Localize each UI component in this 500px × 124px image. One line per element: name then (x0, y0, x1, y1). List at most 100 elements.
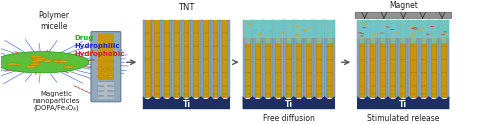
Circle shape (7, 63, 18, 65)
Circle shape (411, 34, 414, 35)
Circle shape (445, 93, 447, 94)
Circle shape (270, 35, 274, 36)
Bar (427, 20, 429, 98)
Circle shape (398, 25, 401, 26)
FancyBboxPatch shape (91, 32, 121, 102)
Circle shape (430, 33, 434, 34)
Circle shape (174, 59, 176, 60)
Circle shape (418, 30, 421, 31)
Bar (192, 20, 193, 98)
Circle shape (299, 72, 302, 73)
Circle shape (184, 93, 186, 94)
Text: Magnet: Magnet (389, 1, 418, 10)
Circle shape (270, 29, 274, 30)
Circle shape (206, 93, 208, 94)
Circle shape (196, 93, 198, 94)
Circle shape (278, 59, 281, 60)
Bar (296, 20, 302, 98)
Circle shape (54, 60, 64, 63)
Circle shape (203, 59, 205, 60)
Circle shape (216, 93, 218, 94)
Circle shape (246, 23, 250, 24)
Circle shape (266, 93, 268, 94)
Circle shape (186, 59, 189, 60)
Bar (386, 20, 388, 98)
Circle shape (310, 93, 312, 94)
Circle shape (384, 31, 387, 32)
Circle shape (410, 93, 413, 94)
Circle shape (300, 93, 302, 94)
Circle shape (384, 29, 388, 30)
Bar (212, 20, 218, 98)
Circle shape (442, 59, 444, 60)
Bar (408, 20, 410, 98)
Circle shape (431, 59, 434, 60)
Bar (390, 20, 396, 98)
Text: Free diffusion: Free diffusion (262, 114, 314, 123)
Bar (152, 20, 154, 98)
Circle shape (255, 93, 258, 94)
Bar (378, 20, 380, 98)
Bar (306, 20, 312, 98)
Circle shape (386, 26, 390, 27)
Circle shape (320, 93, 322, 94)
Circle shape (177, 93, 179, 94)
Circle shape (283, 25, 286, 26)
Bar (388, 20, 390, 98)
Bar (286, 20, 292, 98)
Circle shape (414, 93, 416, 94)
Bar (400, 20, 406, 43)
Bar (380, 20, 386, 43)
Circle shape (426, 34, 430, 35)
Circle shape (360, 59, 362, 60)
Bar (143, 99, 230, 109)
Circle shape (362, 23, 364, 24)
Bar (302, 20, 304, 98)
Circle shape (212, 59, 215, 60)
Circle shape (330, 59, 332, 60)
Circle shape (296, 59, 298, 60)
Circle shape (286, 72, 288, 73)
Circle shape (194, 59, 196, 60)
Bar (420, 20, 427, 98)
Circle shape (154, 93, 157, 94)
Circle shape (265, 72, 268, 73)
Circle shape (168, 93, 170, 94)
Bar (431, 20, 437, 43)
Circle shape (244, 59, 247, 60)
Bar (244, 20, 250, 43)
Circle shape (31, 57, 42, 59)
Circle shape (196, 59, 198, 60)
Circle shape (107, 76, 114, 77)
Circle shape (400, 72, 403, 73)
Circle shape (286, 93, 288, 94)
Circle shape (107, 90, 114, 92)
Bar (431, 20, 437, 98)
Circle shape (363, 93, 365, 94)
Bar (448, 20, 450, 98)
Circle shape (410, 59, 413, 60)
Bar (228, 20, 230, 98)
Bar (357, 99, 450, 109)
Circle shape (296, 93, 298, 94)
Circle shape (362, 27, 366, 28)
Circle shape (326, 72, 329, 73)
Circle shape (261, 29, 264, 30)
Circle shape (384, 93, 386, 94)
Circle shape (145, 59, 147, 60)
Circle shape (97, 53, 104, 54)
Bar (180, 20, 182, 98)
Bar (326, 20, 332, 43)
Circle shape (370, 59, 372, 60)
Bar (244, 20, 250, 98)
Circle shape (250, 23, 252, 24)
Circle shape (107, 85, 114, 87)
Circle shape (184, 59, 186, 60)
Circle shape (414, 59, 416, 60)
Circle shape (422, 28, 425, 29)
Circle shape (97, 60, 104, 62)
Bar (265, 20, 271, 98)
Circle shape (226, 59, 228, 60)
Bar (286, 20, 292, 43)
Circle shape (107, 68, 114, 70)
